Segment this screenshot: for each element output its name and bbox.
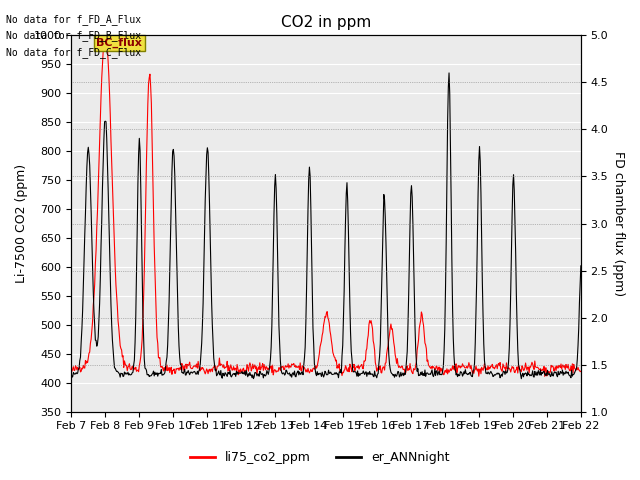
Legend: li75_co2_ppm, er_ANNnight: li75_co2_ppm, er_ANNnight bbox=[186, 446, 454, 469]
Text: BC_flux: BC_flux bbox=[96, 38, 142, 48]
Title: CO2 in ppm: CO2 in ppm bbox=[281, 15, 371, 30]
Text: No data for f_FD_A_Flux: No data for f_FD_A_Flux bbox=[6, 13, 141, 24]
Text: No data for f_FD_B_Flux: No data for f_FD_B_Flux bbox=[6, 30, 141, 41]
Y-axis label: Li-7500 CO2 (ppm): Li-7500 CO2 (ppm) bbox=[15, 164, 28, 283]
Y-axis label: FD chamber flux (ppm): FD chamber flux (ppm) bbox=[612, 151, 625, 296]
Text: No data for f_FD_C_Flux: No data for f_FD_C_Flux bbox=[6, 47, 141, 58]
